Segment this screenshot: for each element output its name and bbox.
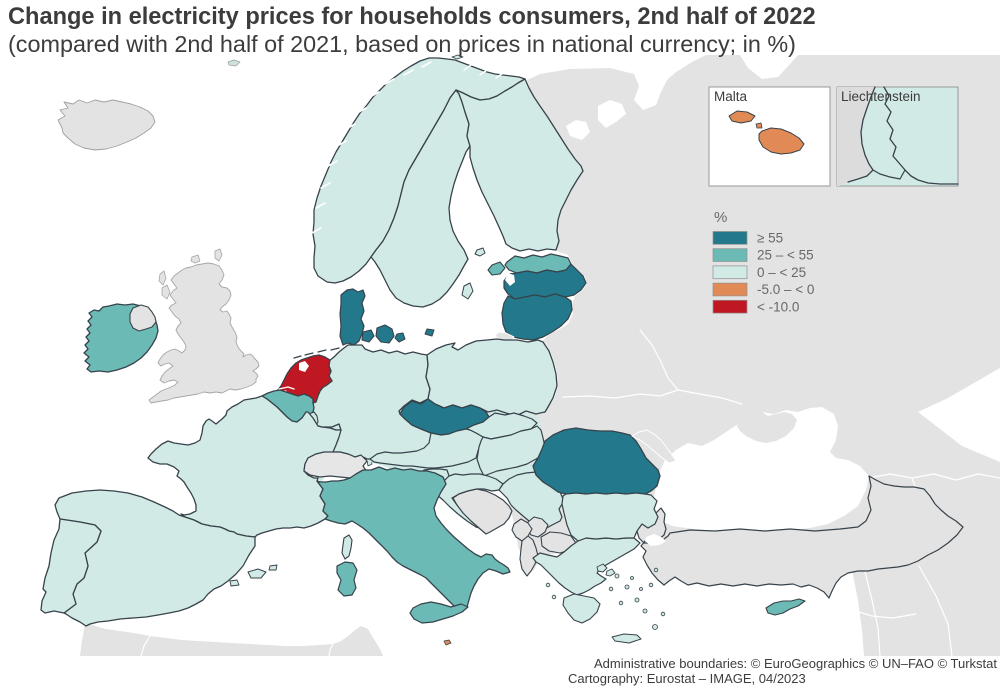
- svg-text:≥ 55: ≥ 55: [757, 231, 783, 246]
- svg-text:0 – < 25: 0 – < 25: [757, 265, 806, 280]
- svg-text:Malta: Malta: [714, 89, 748, 104]
- svg-text:Administrative boundaries: © E: Administrative boundaries: © EuroGeograp…: [594, 656, 997, 671]
- svg-text:Liechtenstein: Liechtenstein: [841, 89, 921, 104]
- svg-text:Cartography: Eurostat – IMAGE,: Cartography: Eurostat – IMAGE, 04/2023: [568, 671, 806, 686]
- svg-text:25 – < 55: 25 – < 55: [757, 248, 814, 263]
- svg-text:-5.0 – < 0: -5.0 – < 0: [757, 282, 814, 297]
- svg-text:< -10.0: < -10.0: [757, 299, 799, 314]
- svg-text:%: %: [714, 209, 727, 226]
